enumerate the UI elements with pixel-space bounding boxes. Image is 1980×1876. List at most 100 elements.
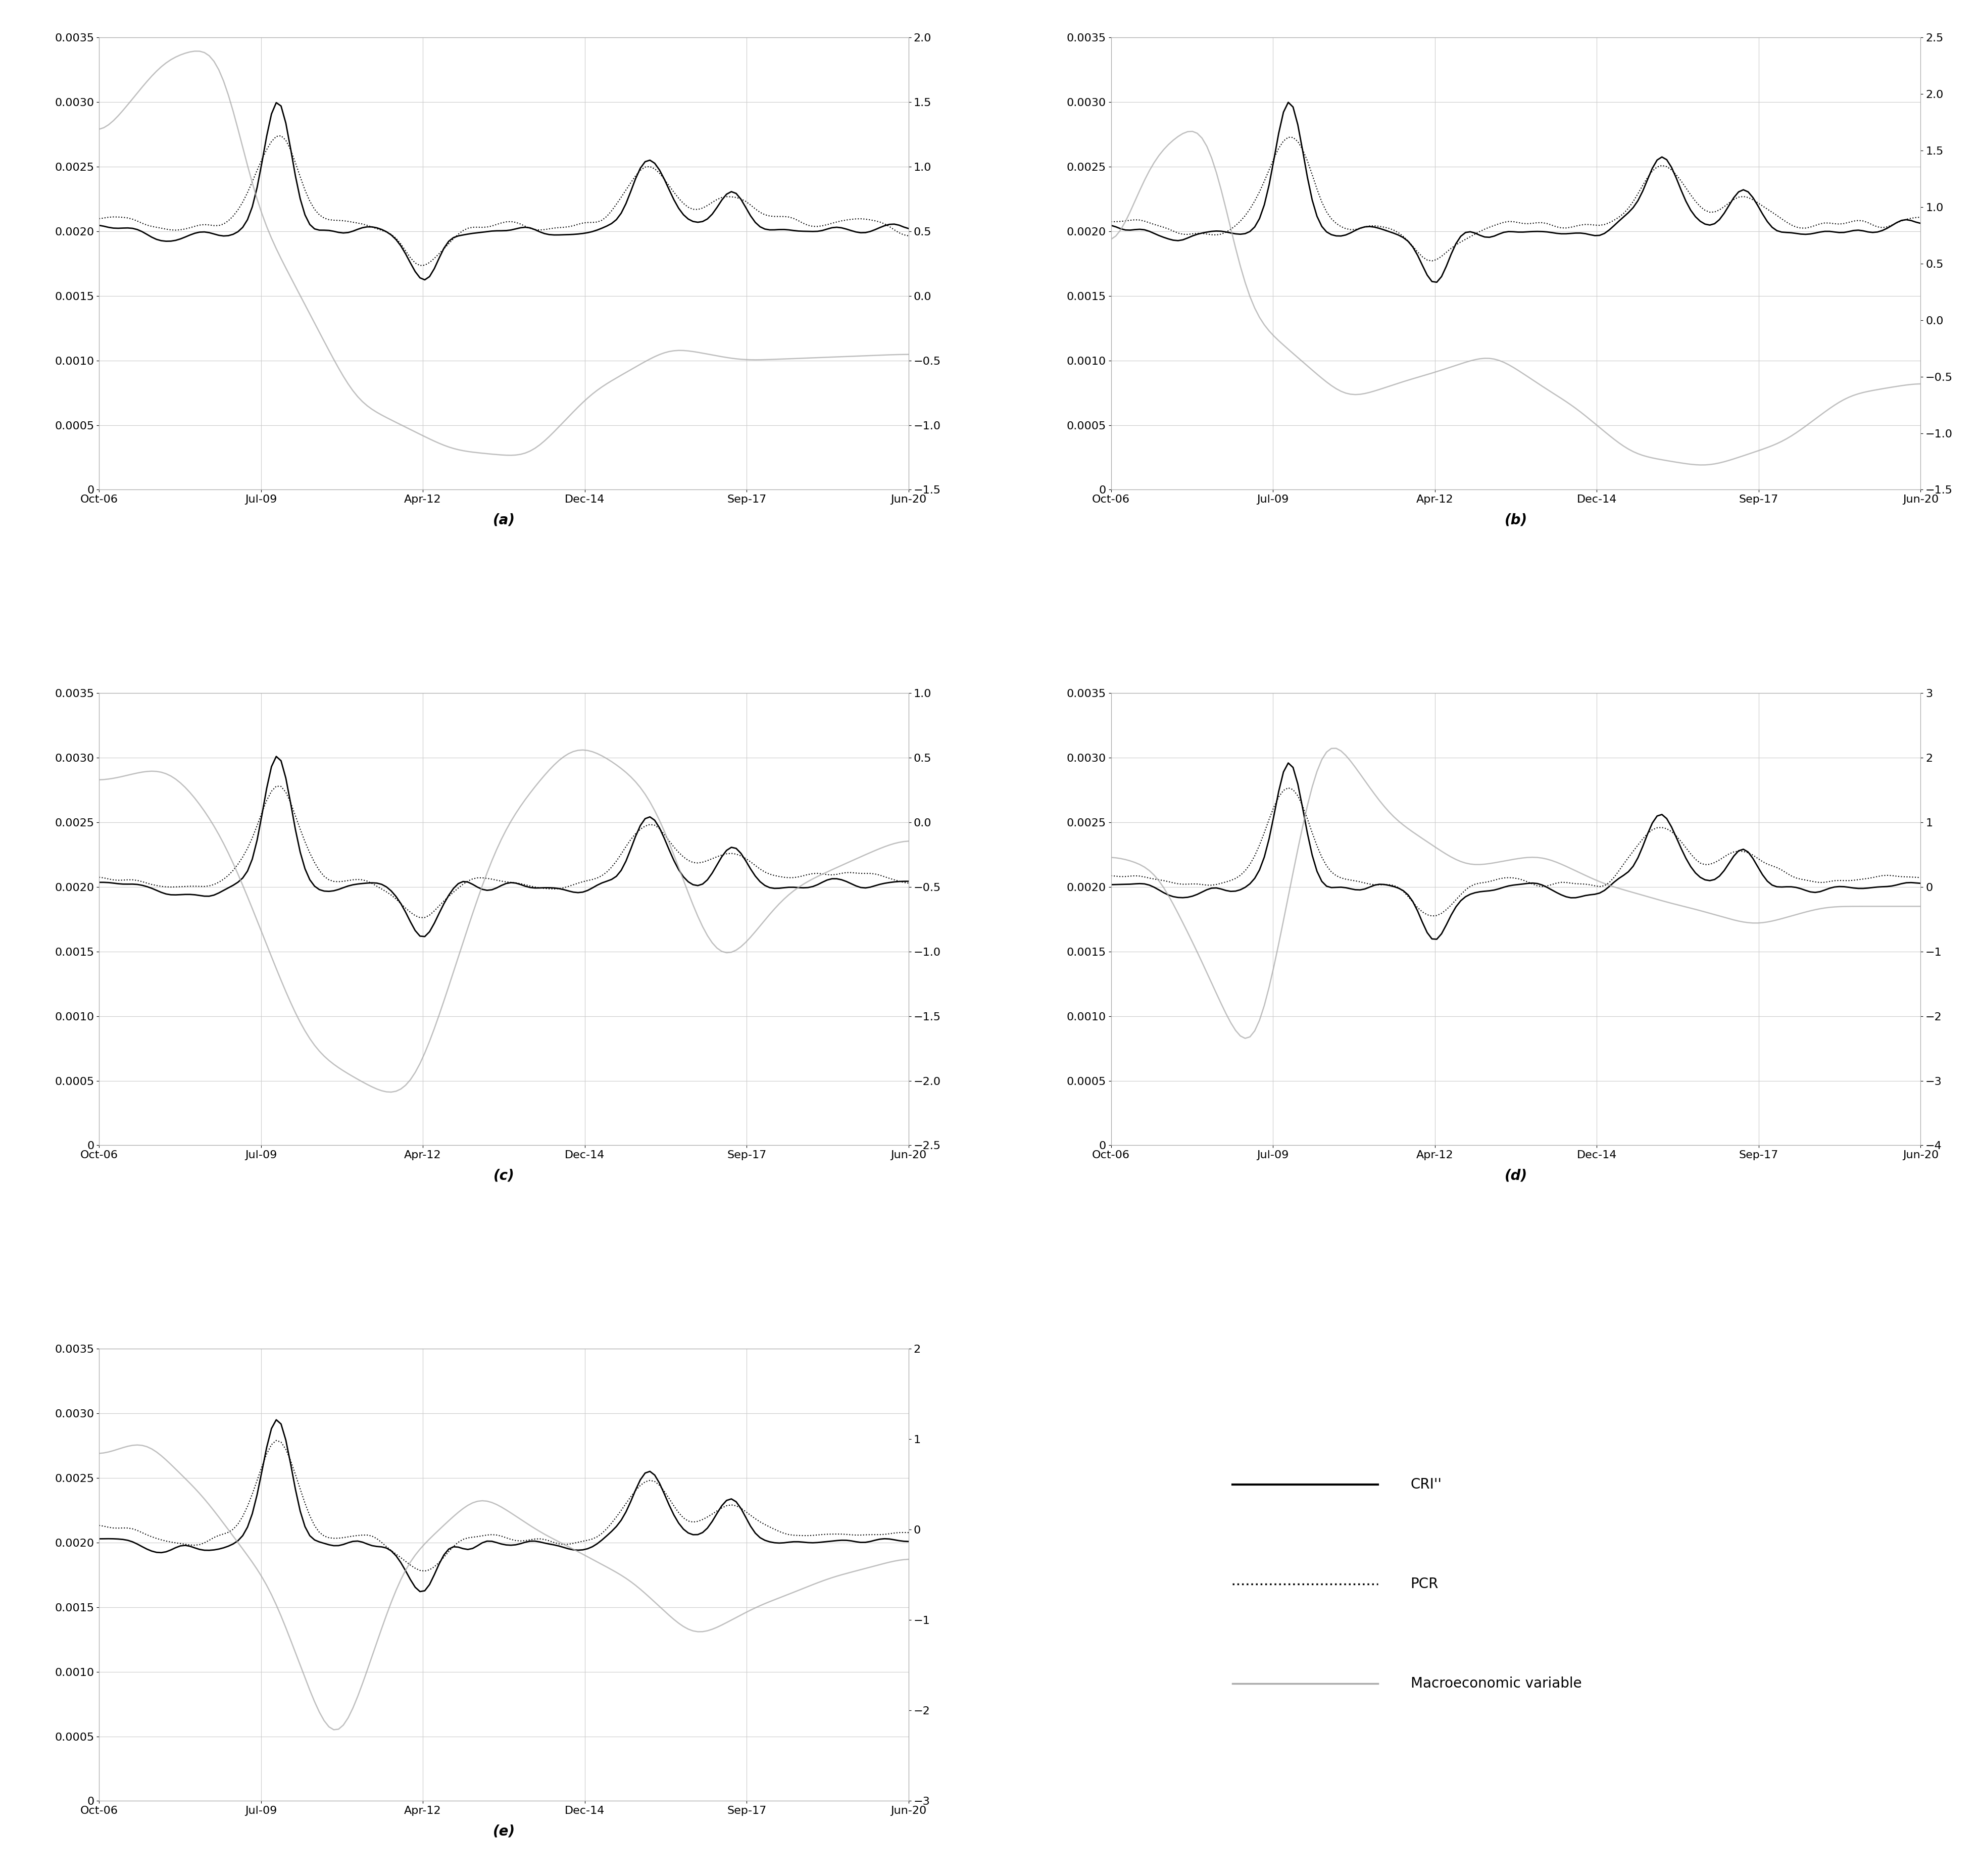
PCR bbox=[202, 872, 226, 895]
PCR bbox=[1099, 865, 1123, 887]
CRI'' bbox=[1099, 214, 1123, 236]
PCR bbox=[489, 1525, 513, 1548]
Text: Macroeconomic variable: Macroeconomic variable bbox=[1410, 1677, 1582, 1690]
PCR bbox=[1831, 869, 1855, 891]
CRI'' bbox=[1497, 874, 1521, 897]
CRI'' bbox=[897, 1531, 921, 1553]
PCR bbox=[394, 1550, 418, 1572]
CRI'' bbox=[1497, 219, 1521, 242]
PCR bbox=[87, 867, 111, 889]
PCR bbox=[897, 1521, 921, 1544]
PCR bbox=[1501, 210, 1525, 233]
CRI'' bbox=[1534, 221, 1558, 244]
X-axis label: (b): (b) bbox=[1505, 514, 1527, 527]
CRI'' bbox=[1277, 752, 1301, 775]
PCR bbox=[202, 214, 226, 236]
CRI'' bbox=[1277, 92, 1301, 114]
CRI'' bbox=[820, 1529, 843, 1551]
CRI'' bbox=[485, 1531, 509, 1553]
PCR bbox=[1909, 206, 1932, 229]
CRI'' bbox=[202, 223, 226, 246]
CRI'' bbox=[1214, 221, 1237, 244]
CRI'' bbox=[1534, 876, 1558, 899]
CRI'' bbox=[1214, 880, 1237, 902]
PCR bbox=[87, 1514, 111, 1536]
CRI'' bbox=[408, 1580, 432, 1602]
X-axis label: (c): (c) bbox=[493, 1169, 515, 1184]
PCR bbox=[1909, 867, 1932, 889]
PCR bbox=[394, 897, 418, 919]
Line: PCR: PCR bbox=[99, 1441, 909, 1570]
CRI'' bbox=[1406, 244, 1430, 266]
PCR bbox=[414, 1559, 438, 1581]
PCR bbox=[87, 208, 111, 231]
CRI'' bbox=[1831, 876, 1855, 899]
PCR bbox=[485, 869, 509, 891]
PCR bbox=[489, 212, 513, 234]
PCR bbox=[1831, 212, 1855, 234]
X-axis label: (d): (d) bbox=[1505, 1169, 1527, 1184]
PCR bbox=[1214, 221, 1237, 244]
CRI'' bbox=[87, 870, 111, 893]
CRI'' bbox=[1426, 270, 1449, 293]
PCR bbox=[485, 1523, 509, 1546]
CRI'' bbox=[489, 874, 513, 897]
CRI'' bbox=[394, 1559, 418, 1581]
CRI'' bbox=[489, 1533, 513, 1555]
CRI'' bbox=[820, 867, 843, 889]
PCR bbox=[485, 214, 509, 236]
Line: PCR: PCR bbox=[99, 786, 909, 917]
Line: PCR: PCR bbox=[1111, 788, 1921, 915]
PCR bbox=[897, 225, 921, 248]
PCR bbox=[1214, 870, 1237, 893]
PCR bbox=[1277, 126, 1301, 148]
CRI'' bbox=[394, 900, 418, 923]
CRI'' bbox=[523, 218, 546, 240]
Line: CRI'': CRI'' bbox=[1111, 764, 1921, 940]
PCR bbox=[1497, 867, 1521, 889]
Text: PCR: PCR bbox=[1410, 1578, 1439, 1591]
PCR bbox=[523, 218, 546, 240]
Line: PCR: PCR bbox=[1111, 137, 1921, 261]
CRI'' bbox=[489, 219, 513, 242]
Line: CRI'': CRI'' bbox=[99, 756, 909, 936]
PCR bbox=[265, 775, 289, 797]
CRI'' bbox=[265, 745, 289, 767]
CRI'' bbox=[1909, 212, 1932, 234]
Line: PCR: PCR bbox=[99, 135, 909, 266]
CRI'' bbox=[87, 214, 111, 236]
CRI'' bbox=[202, 1538, 226, 1561]
CRI'' bbox=[1909, 872, 1932, 895]
CRI'' bbox=[87, 1527, 111, 1550]
PCR bbox=[394, 240, 418, 263]
PCR bbox=[408, 906, 432, 929]
PCR bbox=[1497, 210, 1521, 233]
PCR bbox=[1406, 240, 1430, 263]
CRI'' bbox=[1501, 221, 1525, 244]
CRI'' bbox=[523, 1529, 546, 1551]
PCR bbox=[1534, 212, 1558, 234]
PCR bbox=[269, 124, 293, 146]
PCR bbox=[265, 1430, 289, 1452]
CRI'' bbox=[1426, 929, 1449, 951]
Line: CRI'': CRI'' bbox=[99, 1420, 909, 1591]
CRI'' bbox=[414, 268, 438, 291]
CRI'' bbox=[820, 216, 843, 238]
CRI'' bbox=[1501, 874, 1525, 897]
CRI'' bbox=[1406, 900, 1430, 923]
CRI'' bbox=[897, 870, 921, 893]
PCR bbox=[408, 255, 432, 278]
PCR bbox=[820, 212, 843, 234]
CRI'' bbox=[897, 218, 921, 240]
PCR bbox=[1501, 867, 1525, 889]
Line: CRI'': CRI'' bbox=[99, 103, 909, 280]
PCR bbox=[1420, 250, 1443, 272]
PCR bbox=[1406, 897, 1430, 919]
CRI'' bbox=[394, 242, 418, 265]
PCR bbox=[897, 872, 921, 895]
CRI'' bbox=[523, 876, 546, 899]
PCR bbox=[523, 876, 546, 899]
PCR bbox=[1277, 777, 1301, 799]
CRI'' bbox=[1099, 874, 1123, 897]
PCR bbox=[489, 870, 513, 893]
